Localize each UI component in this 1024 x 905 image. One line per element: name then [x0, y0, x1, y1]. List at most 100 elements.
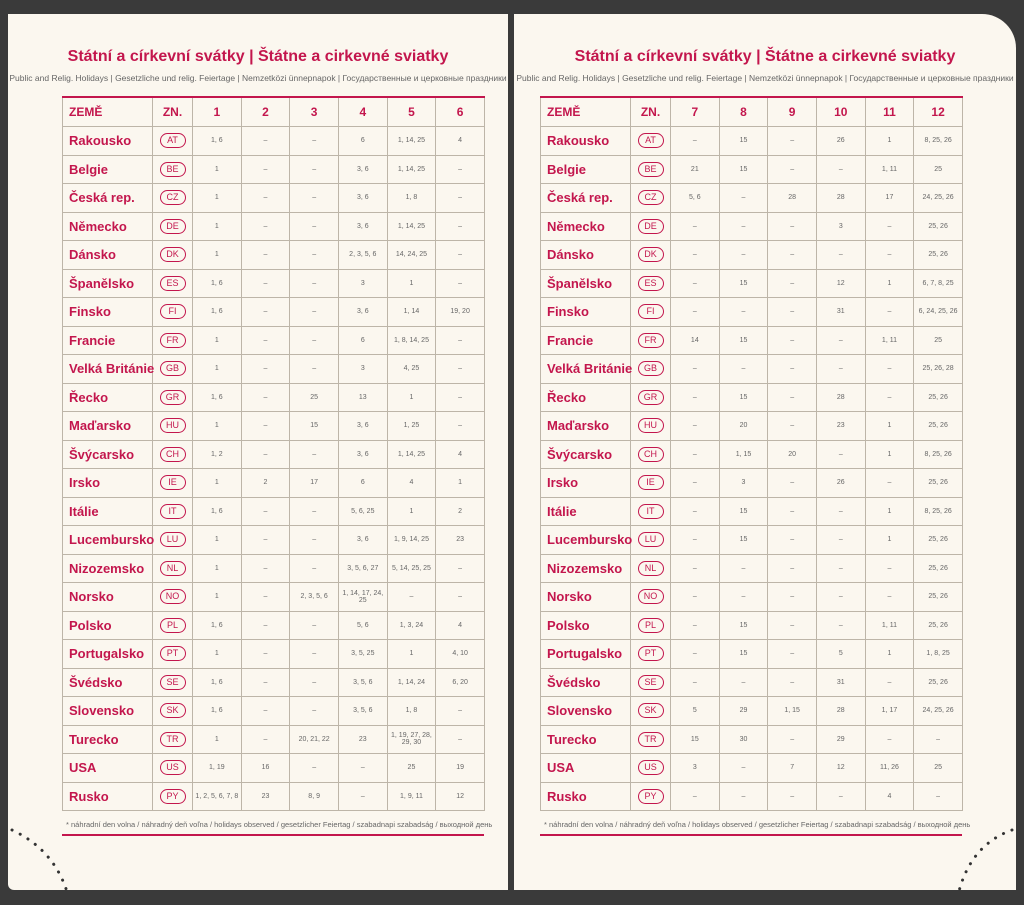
holiday-days: –	[289, 297, 339, 327]
country-name: Polsko	[62, 610, 153, 640]
country-name: Itálie	[540, 496, 631, 526]
country-row: Rusko PY – – – –4–	[540, 781, 963, 811]
holiday-days: 8, 9	[289, 781, 339, 811]
holiday-days: 1, 14, 25	[386, 126, 437, 156]
holiday-days: –	[767, 325, 817, 355]
holiday-days: –	[240, 439, 291, 469]
code-cell: NO	[630, 582, 671, 612]
country-row: Česká rep. CZ 1– –3, 6 1, 8–	[62, 183, 485, 213]
holiday-days: 19	[435, 753, 485, 783]
holiday-days: 1	[192, 525, 242, 555]
holiday-days: 12	[815, 753, 866, 783]
country-name: Turecko	[62, 724, 153, 754]
country-code: FI	[637, 304, 664, 320]
holiday-days: –	[240, 582, 291, 612]
country-name: Rakousko	[62, 126, 153, 156]
holiday-days: –	[289, 325, 339, 355]
country-name: Česká rep.	[62, 183, 153, 213]
holiday-days: –	[767, 639, 817, 669]
holiday-days: 21	[670, 154, 720, 184]
code-cell: AT	[152, 126, 193, 156]
country-name: Švýcarsko	[62, 439, 153, 469]
column-header: 10	[815, 96, 866, 127]
country-code: LU	[159, 532, 186, 548]
holiday-days: –	[435, 553, 485, 583]
holiday-days: –	[289, 154, 339, 184]
country-name: USA	[62, 753, 153, 783]
holiday-days: –	[240, 525, 291, 555]
holiday-days: 1, 14	[386, 297, 437, 327]
column-header: ZEMĚ	[540, 96, 631, 127]
code-cell: CH	[630, 439, 671, 469]
holiday-days: –	[240, 667, 291, 697]
holiday-days: 1	[864, 439, 915, 469]
country-name: Lucembursko	[62, 525, 154, 555]
country-code: PL	[159, 617, 186, 633]
country-code: BE	[637, 161, 664, 177]
holiday-days: –	[670, 411, 720, 441]
holiday-days: –	[864, 297, 915, 327]
code-cell: IT	[152, 496, 193, 526]
country-name: Nizozemsko	[62, 553, 153, 583]
country-row: Irsko IE 1 2 17 6 4 1	[62, 468, 485, 498]
holiday-days: 4	[435, 610, 485, 640]
code-cell: IE	[152, 468, 193, 498]
country-row: Irsko IE –3–26–25, 26	[540, 468, 963, 498]
holiday-days: –	[435, 696, 485, 726]
holiday-days: –	[767, 496, 817, 526]
country-row: Řecko GR 1, 6–25 13 1–	[62, 382, 485, 412]
holiday-days: –	[913, 724, 963, 754]
holiday-days: –	[767, 354, 817, 384]
holiday-days: 3, 5, 6	[337, 667, 388, 697]
holiday-table: ZEMĚ ZN. 1 2 3 4 5 6 Rakousko AT 1, 6– –6 1, 14, 25 4…	[62, 96, 485, 811]
holiday-days: –	[815, 154, 866, 184]
holiday-days: 4	[435, 126, 485, 156]
holiday-days: –	[718, 183, 769, 213]
country-code: US	[637, 760, 664, 776]
holiday-days: 4	[386, 468, 437, 498]
country-row: Velká Británie GB 1– –3 4, 25–	[62, 354, 485, 384]
code-cell: BE	[630, 154, 671, 184]
holiday-days: 4, 10	[435, 639, 485, 669]
holiday-days: –	[670, 126, 720, 156]
holiday-days: 1, 6	[192, 297, 242, 327]
holiday-days: 1	[435, 468, 485, 498]
holiday-days: –	[240, 354, 291, 384]
code-cell: TR	[630, 724, 671, 754]
page-title: Státní a církevní svátky | Štátne a cirk…	[67, 48, 449, 65]
holiday-days: 3, 6	[337, 297, 388, 327]
holiday-days: 3, 5, 25	[337, 639, 388, 669]
holiday-days: –	[815, 781, 866, 811]
holiday-days: –	[240, 696, 291, 726]
country-name: Španělsko	[62, 268, 153, 298]
country-row: Portugalsko PT 1– –3, 5, 25 1 4, 10	[62, 639, 485, 669]
holiday-days: 3, 6	[337, 183, 388, 213]
holiday-days: 25, 26	[913, 525, 963, 555]
holiday-days: –	[435, 211, 485, 241]
country-code: AT	[159, 133, 186, 149]
code-cell: PY	[152, 781, 193, 811]
country-name: Německo	[62, 211, 153, 241]
holiday-days: 1, 8, 25	[913, 639, 963, 669]
column-header: 2	[240, 96, 291, 127]
holiday-days: –	[913, 781, 963, 811]
holiday-days: –	[670, 496, 720, 526]
holiday-days: 6, 7, 8, 25	[913, 268, 963, 298]
country-row: Nizozemsko NL – – – – –25, 26	[540, 553, 963, 583]
holiday-days: 1, 6	[192, 610, 242, 640]
code-cell: TR	[152, 724, 193, 754]
country-row: Portugalsko PT –15–5 1 1, 8, 25	[540, 639, 963, 669]
country-row: Polsko PL –15– –1, 11 25, 26	[540, 610, 963, 640]
holiday-days: 8, 25, 26	[913, 439, 963, 469]
column-header: 12	[913, 96, 963, 127]
holiday-days: 1, 6	[192, 696, 242, 726]
country-row: Belgie BE 21 15– –1, 11 25	[540, 154, 963, 184]
holiday-days: –	[864, 724, 915, 754]
holiday-days: 1, 6	[192, 496, 242, 526]
code-cell: DE	[152, 211, 193, 241]
holiday-days: 31	[815, 667, 866, 697]
holiday-days: 1	[192, 468, 242, 498]
country-code: NL	[637, 560, 664, 576]
country-code: GR	[637, 389, 664, 405]
holiday-days: –	[435, 582, 485, 612]
